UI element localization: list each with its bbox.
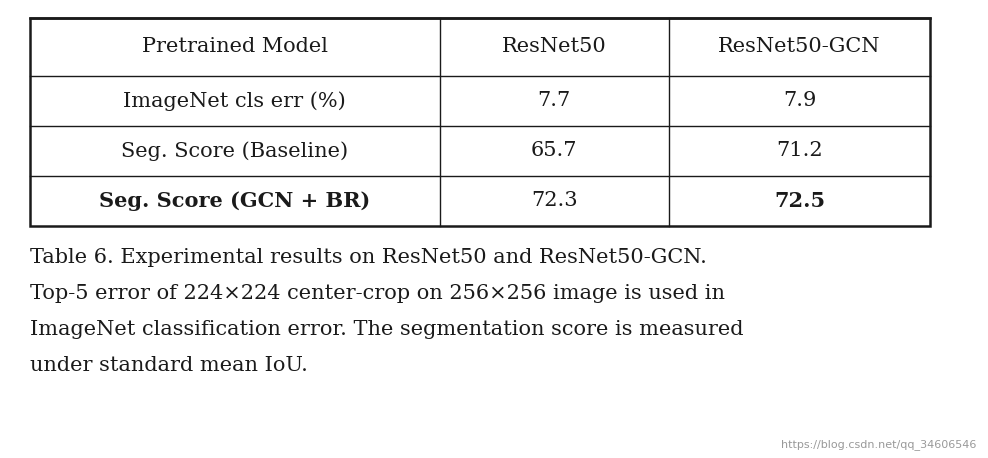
- Bar: [30, 18, 930, 226]
- Text: 7.9: 7.9: [782, 92, 816, 110]
- Text: ResNet50-GCN: ResNet50-GCN: [718, 38, 880, 56]
- Text: https://blog.csdn.net/qq_34606546: https://blog.csdn.net/qq_34606546: [781, 439, 976, 450]
- Text: 71.2: 71.2: [777, 142, 823, 160]
- Text: 72.3: 72.3: [531, 191, 578, 211]
- Text: 7.7: 7.7: [537, 92, 571, 110]
- Text: ImageNet classification error. The segmentation score is measured: ImageNet classification error. The segme…: [30, 320, 744, 339]
- Text: 72.5: 72.5: [774, 191, 825, 211]
- Text: Pretrained Model: Pretrained Model: [141, 38, 328, 56]
- Text: under standard mean IoU.: under standard mean IoU.: [30, 356, 308, 375]
- Text: 65.7: 65.7: [531, 142, 578, 160]
- Text: Table 6. Experimental results on ResNet50 and ResNet50-GCN.: Table 6. Experimental results on ResNet5…: [30, 248, 706, 267]
- Text: ResNet50: ResNet50: [502, 38, 607, 56]
- Text: Seg. Score (Baseline): Seg. Score (Baseline): [122, 141, 349, 161]
- Text: Seg. Score (GCN + BR): Seg. Score (GCN + BR): [99, 191, 371, 211]
- Text: ImageNet cls err (%): ImageNet cls err (%): [124, 91, 346, 111]
- Text: Top-5 error of 224×224 center-crop on 256×256 image is used in: Top-5 error of 224×224 center-crop on 25…: [30, 284, 725, 303]
